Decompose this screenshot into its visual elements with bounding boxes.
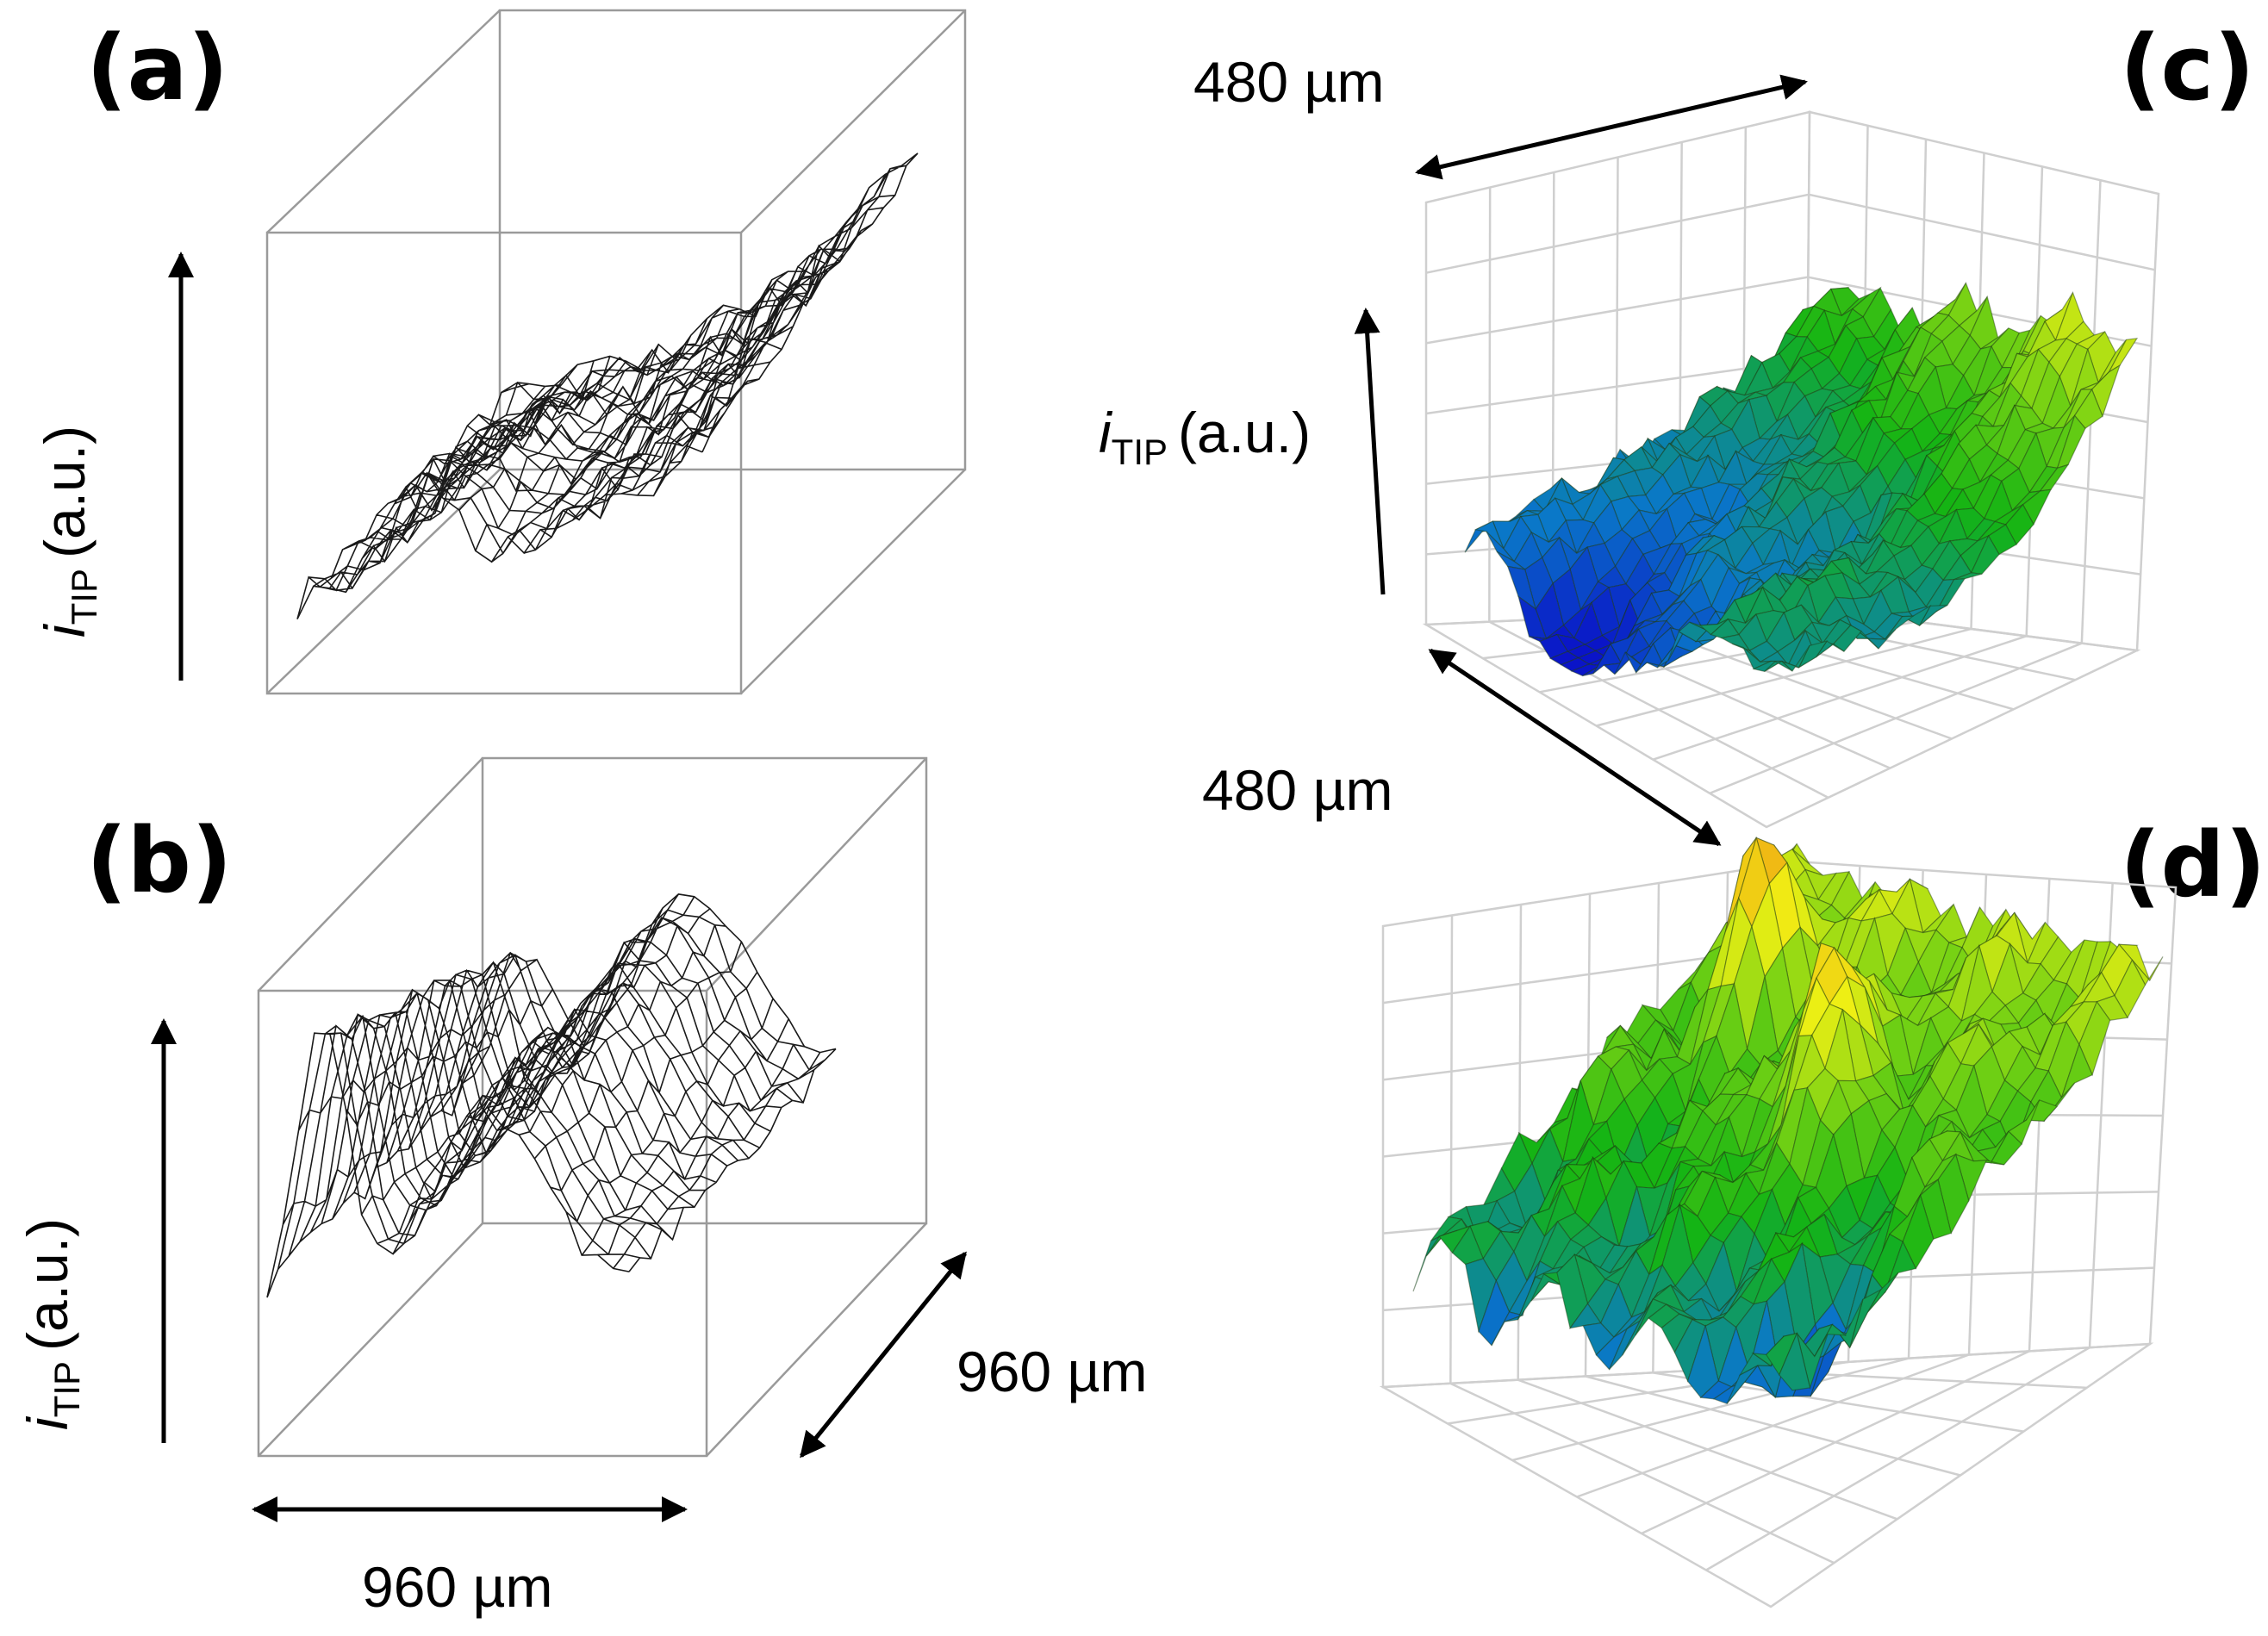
panel-b-wireframe-surface — [266, 893, 837, 1298]
surface-facet — [2096, 994, 2128, 1021]
panel-b-label: (b) — [86, 808, 233, 913]
panel-b-box — [257, 756, 928, 1458]
panel-b-y-dimension: 960 µm — [956, 1340, 1147, 1403]
panel-a-wireframe-surface — [296, 152, 919, 620]
panel-b-axis-label: iTIP(a.u.) — [16, 1218, 87, 1430]
surface-facet — [1832, 625, 1862, 653]
panel-b-y-dimension-arrow — [800, 1251, 967, 1459]
panel-b-x-dimension: 960 µm — [362, 1555, 552, 1619]
panel-d: (d) — [1379, 812, 2266, 1608]
surface-facet — [2090, 364, 2122, 418]
surface-facet — [1798, 640, 1829, 669]
surface-facet — [1970, 534, 2000, 575]
surface-facet — [2004, 503, 2034, 546]
surface-facet — [1764, 660, 1793, 672]
panel-c-top-dimension-arrow — [1415, 74, 1808, 180]
panel-a-box — [265, 9, 967, 695]
panel-d-colored-surface — [1412, 836, 2164, 1405]
panel-c-axis-arrow — [1354, 308, 1386, 595]
surface-facet — [1919, 1179, 1953, 1240]
surface-facet — [1900, 604, 1932, 626]
panel-a-axis-label: iTIP(a.u.) — [33, 426, 104, 638]
surface-facet — [2078, 1000, 2111, 1077]
panel-c-top-dimension: 480 µm — [1193, 50, 1384, 114]
surface-facet — [1814, 1323, 1847, 1357]
surface-facet — [1954, 1154, 1988, 1203]
panel-b: (b) iTIP(a.u.) 960 µm 960 µm — [16, 756, 1147, 1619]
panel-a-label: (a) — [86, 16, 228, 121]
panel-a: (a) iTIP(a.u.) — [33, 9, 967, 695]
panel-c-axis-label: iTIP (a.u.) — [1099, 401, 1311, 472]
mesh-lines — [296, 152, 919, 620]
panel-d-label: (d) — [2120, 812, 2266, 918]
surface-facet — [2022, 488, 2053, 526]
surface-facet — [2008, 1099, 2041, 1146]
surface-facet — [1412, 1234, 1445, 1292]
surface-facet — [1779, 1331, 1811, 1391]
panel-c-side-dimension: 480 µm — [1202, 758, 1393, 822]
panel-c-colored-surface — [1464, 282, 2139, 677]
panel-c: (c) 480 µm 480 µm iTIP (a.u.) — [1099, 16, 2255, 847]
surface-facet — [2025, 1099, 2059, 1122]
surface-facet — [1987, 524, 2017, 556]
surface-facet — [1953, 572, 1983, 581]
panel-c-side-dimension-arrow — [1428, 648, 1722, 847]
surface-facet — [2039, 463, 2070, 492]
surface-facet — [1831, 1298, 1864, 1349]
surface-facet — [1866, 1272, 1899, 1313]
mesh-lines — [266, 893, 837, 1298]
panel-c-label: (c) — [2120, 16, 2255, 121]
